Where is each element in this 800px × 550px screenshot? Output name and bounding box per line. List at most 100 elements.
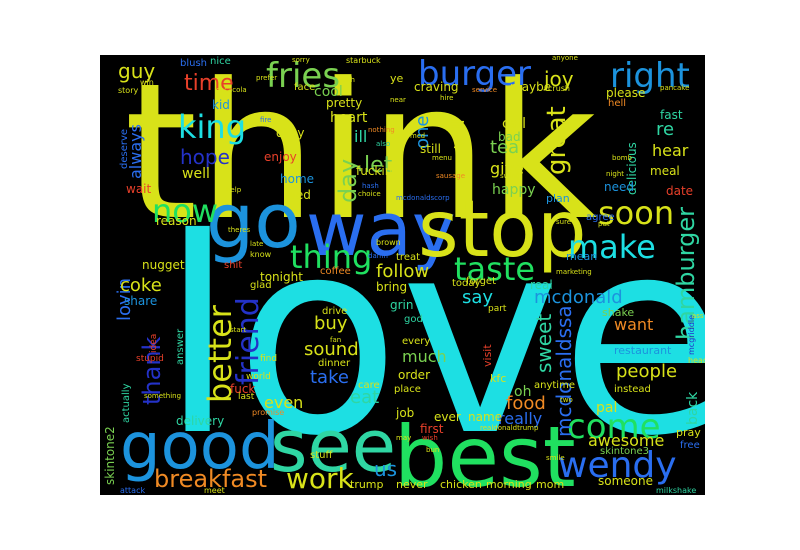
- word-help: help: [226, 186, 242, 194]
- word-awesome: awesome: [588, 431, 665, 450]
- word-give: give: [490, 159, 524, 178]
- word-grin: grin: [390, 298, 414, 312]
- word-love: love: [160, 180, 705, 495]
- word-go: go: [206, 176, 301, 265]
- word-coke: coke: [120, 275, 162, 296]
- word-may: may: [396, 434, 412, 442]
- word-want: want: [614, 315, 654, 334]
- word-glad: glad: [250, 280, 272, 291]
- word-stop: stop: [418, 185, 587, 275]
- word-happy: happy: [492, 182, 536, 198]
- word-coffee: coffee: [320, 266, 351, 277]
- word-see: see: [270, 404, 397, 488]
- word-bun: bun: [426, 446, 440, 454]
- word-order: order: [398, 368, 430, 382]
- word-nothing: nothing: [368, 126, 395, 134]
- word-meet: meet: [204, 486, 225, 495]
- word-much: much: [402, 347, 447, 366]
- word-someone: someone: [598, 474, 653, 488]
- word-burger: burger: [418, 55, 531, 94]
- word-back: back: [685, 391, 701, 425]
- word-menu: menu: [432, 154, 452, 162]
- word-instead: instead: [614, 384, 651, 395]
- word-restaurant: restaurant: [614, 344, 672, 357]
- word-now: now: [152, 192, 219, 230]
- word-trump: trump: [350, 478, 384, 491]
- word-ass: ass: [692, 312, 704, 320]
- word-stupid: stupid: [136, 354, 164, 364]
- word-eat: eat: [350, 387, 380, 408]
- word-okay: okay: [276, 126, 305, 140]
- word-fast: fast: [660, 108, 683, 122]
- word-us: us: [374, 457, 398, 481]
- word-real: real: [530, 278, 553, 292]
- word-last: last: [238, 392, 255, 402]
- word-start: start: [230, 326, 247, 334]
- word-king: king: [178, 108, 247, 146]
- word-always: always: [126, 124, 145, 179]
- word-put: put: [598, 220, 610, 228]
- word-god: god: [404, 314, 423, 325]
- word-nugget: nugget: [142, 258, 185, 272]
- word-treat: treat: [396, 252, 421, 263]
- word-mcdonaldssa: mcdonaldssa: [552, 305, 576, 437]
- word-please: please: [606, 86, 646, 100]
- word-forget: forget: [466, 276, 496, 287]
- word-starbuck: starbuck: [346, 56, 381, 65]
- word-sure: sure: [556, 218, 572, 226]
- word-ever: ever: [434, 410, 461, 424]
- word-agree: agree: [586, 212, 615, 223]
- word-smile: smile: [546, 454, 565, 462]
- word-cloud: think love go way stop good see best wen…: [100, 55, 705, 495]
- word-dinner: dinner: [318, 358, 351, 369]
- word-smh: smh: [340, 76, 355, 84]
- word-maybe: maybe: [510, 80, 552, 94]
- word-kid: kid: [212, 98, 230, 112]
- word-today: today: [452, 278, 481, 289]
- word-reason: reason: [156, 214, 197, 228]
- word-people: people: [616, 361, 678, 382]
- word-sausage: sausage: [436, 172, 466, 180]
- word-time: time: [184, 71, 234, 96]
- word-guy: guy: [118, 59, 156, 83]
- word-know: know: [250, 250, 272, 259]
- word-brown: brown: [376, 238, 401, 247]
- word-let: let: [364, 153, 393, 178]
- word-promise: promise: [252, 408, 285, 417]
- word-make: make: [568, 228, 656, 266]
- word-plan: plan: [546, 192, 570, 205]
- word-sorry: sorry: [292, 56, 310, 64]
- word-name: name: [468, 410, 503, 424]
- word-skintone2: skintone2: [103, 426, 117, 485]
- word-good: good: [120, 410, 280, 484]
- word-kfc: kfc: [490, 372, 507, 385]
- word-mcgriddle: mcgriddle: [687, 314, 696, 355]
- word-breakfast: breakfast: [154, 465, 268, 493]
- word-answer: answer: [175, 328, 186, 365]
- word-service: service: [472, 86, 498, 94]
- word-win: win: [140, 78, 154, 87]
- word-bad: bad: [498, 130, 521, 144]
- word-mcd: mcd: [410, 132, 426, 140]
- word-fire: fire: [260, 116, 272, 124]
- word-wait: wait: [126, 182, 152, 196]
- word-fuck: fuck: [230, 382, 256, 396]
- word-milkshake: milkshake: [656, 486, 697, 495]
- word-tonight: tonight: [260, 270, 303, 284]
- word-head: head: [688, 356, 705, 365]
- word-care: care: [358, 380, 380, 391]
- word-really: really: [498, 409, 543, 428]
- word-food: food: [506, 393, 546, 414]
- word-delivery: delivery: [176, 414, 225, 428]
- word-ye: ye: [390, 72, 404, 85]
- word-fries: fries: [266, 56, 341, 96]
- word-two: two: [560, 396, 573, 404]
- word-nice: nice: [210, 56, 231, 67]
- word-morning: morning: [486, 478, 532, 491]
- word-taste: taste: [454, 250, 536, 288]
- word-oh: oh: [514, 384, 532, 400]
- word-story: story: [118, 86, 139, 95]
- word-drive: drive: [322, 306, 348, 317]
- word-right: right: [610, 56, 690, 96]
- word-work: work: [286, 462, 354, 495]
